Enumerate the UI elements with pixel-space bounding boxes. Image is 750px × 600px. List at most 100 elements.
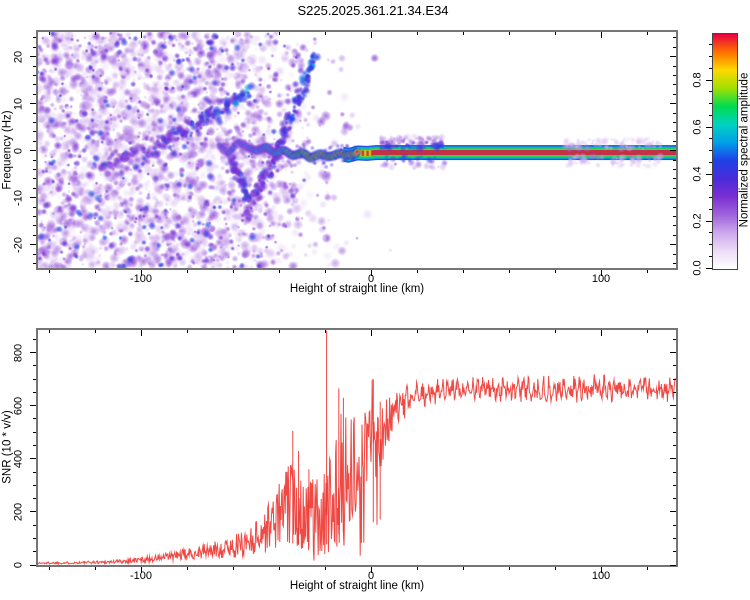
tick-mark	[370, 270, 372, 276]
tick-mark	[708, 150, 712, 151]
tick-mark	[30, 564, 36, 566]
tick-mark	[646, 567, 648, 570]
colorbar	[712, 33, 738, 270]
tick-mark	[673, 537, 676, 539]
tick-mark	[48, 32, 50, 35]
tick-mark	[508, 270, 510, 273]
tick-mark	[186, 330, 188, 333]
tick-mark	[708, 185, 712, 187]
colorbar-label: Normalized spectral amplitude	[738, 72, 750, 228]
tick-mark	[673, 187, 676, 189]
tick-mark	[140, 270, 142, 276]
tick-mark	[278, 567, 280, 570]
tick-mark	[670, 564, 676, 566]
tick-mark	[673, 159, 676, 161]
top-xaxis-label: Height of straight line (km)	[289, 283, 425, 295]
tick-mark	[708, 232, 712, 234]
tick-mark	[278, 270, 280, 273]
tick-mark	[673, 484, 676, 486]
tick-label: 0.4	[691, 166, 704, 182]
tick-mark	[30, 352, 36, 354]
tick-mark	[462, 270, 464, 273]
tick-mark	[673, 498, 676, 500]
tick-mark	[708, 67, 712, 69]
tick-label: 200	[12, 502, 25, 522]
tick-mark	[324, 270, 326, 273]
tick-mark	[708, 197, 712, 198]
tick-mark	[673, 46, 676, 48]
tick-label: 800	[12, 343, 25, 362]
tick-mark	[278, 32, 280, 35]
tick-mark	[370, 330, 372, 336]
tick-mark	[673, 168, 676, 170]
tick-mark	[232, 32, 234, 35]
tick-mark	[186, 270, 188, 273]
tick-mark	[33, 84, 36, 86]
tick-mark	[708, 44, 712, 46]
tick-label: -100	[129, 570, 153, 582]
tick-label: 0.8	[691, 72, 704, 88]
tick-mark	[140, 32, 142, 38]
tick-mark	[33, 46, 36, 48]
tick-mark	[232, 330, 234, 333]
tick-mark	[33, 234, 36, 236]
tick-mark	[324, 330, 326, 333]
tick-mark	[670, 405, 676, 407]
tick-mark	[30, 150, 36, 152]
tick-mark	[670, 150, 676, 152]
tick-mark	[140, 567, 142, 573]
tick-mark	[508, 32, 510, 35]
tick-mark	[706, 173, 712, 175]
tick-label: 0	[12, 147, 25, 154]
tick-label: -20	[12, 236, 25, 253]
tick-mark	[94, 270, 96, 273]
tick-label: 100	[591, 570, 611, 582]
tick-mark	[33, 338, 36, 340]
tick-mark	[30, 56, 36, 58]
spectrogram-canvas	[38, 32, 676, 268]
tick-mark	[670, 197, 676, 199]
tick-mark	[140, 330, 142, 336]
tick-mark	[670, 458, 676, 460]
tick-label: 0	[367, 273, 375, 285]
tick-mark	[33, 378, 36, 380]
tick-mark	[673, 378, 676, 380]
tick-mark	[416, 32, 418, 35]
tick-mark	[673, 112, 676, 114]
tick-label: -10	[12, 189, 25, 206]
tick-mark	[94, 330, 96, 333]
tick-mark	[33, 391, 36, 393]
tick-mark	[508, 330, 510, 333]
tick-mark	[30, 511, 36, 513]
tick-mark	[94, 32, 96, 35]
tick-mark	[370, 32, 372, 38]
tick-mark	[673, 84, 676, 86]
snr-canvas	[38, 330, 676, 565]
tick-mark	[646, 270, 648, 273]
tick-mark	[33, 551, 36, 553]
tick-label: 400	[12, 449, 25, 468]
tick-mark	[708, 161, 712, 163]
tick-mark	[600, 330, 602, 336]
tick-mark	[673, 121, 676, 123]
tick-mark	[232, 270, 234, 273]
tick-mark	[416, 330, 418, 333]
tick-mark	[33, 37, 36, 39]
tick-mark	[708, 138, 712, 140]
tick-mark	[416, 270, 418, 273]
tick-mark	[673, 93, 676, 95]
tick-mark	[673, 131, 676, 133]
bottom-xaxis-label: Height of straight line (km)	[289, 580, 425, 592]
tick-mark	[600, 32, 602, 38]
tick-mark	[673, 551, 676, 553]
tick-mark	[673, 262, 676, 264]
tick-mark	[670, 352, 676, 354]
tick-mark	[673, 215, 676, 217]
tick-mark	[33, 131, 36, 133]
tick-mark	[33, 484, 36, 486]
tick-mark	[673, 431, 676, 433]
tick-mark	[33, 498, 36, 500]
tick-mark	[48, 567, 50, 570]
tick-mark	[462, 32, 464, 35]
tick-mark	[706, 126, 712, 128]
